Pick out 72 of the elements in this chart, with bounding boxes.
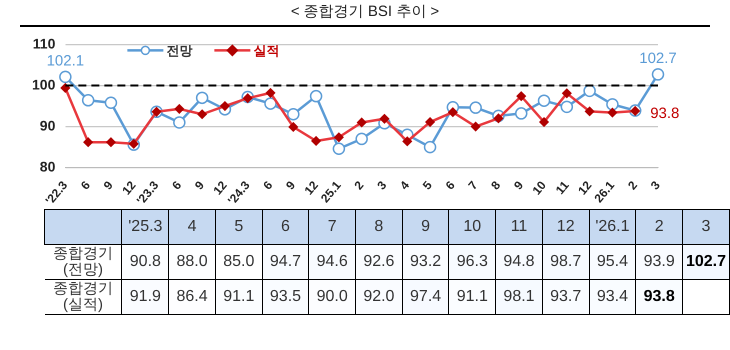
x-tick-label: 6 xyxy=(442,178,458,192)
data-label: 98.7 xyxy=(542,244,590,280)
x-tick-label: 9 xyxy=(283,178,298,192)
y-tick-label: 110 xyxy=(32,35,56,52)
y-tick-label: 100 xyxy=(32,76,56,92)
x-tick-label: 7 xyxy=(465,178,481,192)
y-tick-label: 90 xyxy=(40,117,56,134)
x-tick-label: 5 xyxy=(215,210,262,244)
x-tick-label: 6 xyxy=(78,178,94,192)
data-label: 86.4 xyxy=(168,280,216,314)
data-label: 94.7 xyxy=(262,244,309,280)
data-label: 92.0 xyxy=(356,280,402,314)
x-tick-label: 12 xyxy=(210,178,230,198)
data-label: 94.6 xyxy=(308,244,356,280)
x-tick-label: 9 xyxy=(192,178,208,192)
x-tick-label: 10 xyxy=(530,178,550,198)
data-label: 93.7 xyxy=(542,280,590,314)
x-tick-label: 6 xyxy=(169,178,184,192)
x-tick-label: 6 xyxy=(260,178,276,192)
data-label: 98.1 xyxy=(496,280,542,314)
data-label: 93.9 xyxy=(636,244,683,280)
x-tick-label: 3 xyxy=(374,178,390,192)
data-label: 93.2 xyxy=(402,244,449,280)
data-label: 91.1 xyxy=(215,280,262,314)
x-tick-label: 10 xyxy=(448,210,496,244)
data-label: 91.9 xyxy=(122,280,169,314)
data-label: 88.0 xyxy=(168,244,216,280)
data-label: 92.6 xyxy=(356,244,402,280)
x-tick-label: 6 xyxy=(262,210,309,244)
x-tick-label: 12 xyxy=(119,178,139,198)
legend-label: 실적 xyxy=(253,44,280,59)
data-label: 97.4 xyxy=(402,280,449,314)
x-tick-label: 3 xyxy=(682,210,730,244)
y-tick-label: 종합경기 (실적) xyxy=(44,280,122,314)
x-tick-label: '26.1 xyxy=(589,210,636,244)
data-label: 93.5 xyxy=(262,280,309,314)
x-tick-label: 12 xyxy=(542,210,590,244)
y-tick-label: 80 xyxy=(40,158,56,175)
x-tick-label: 12 xyxy=(302,178,322,198)
x-tick-label: 8 xyxy=(356,210,402,244)
x-tick-label: 12 xyxy=(575,178,595,198)
data-label: 90.8 xyxy=(122,244,169,280)
x-tick-label: 9 xyxy=(511,178,526,192)
data-label: 93.8 xyxy=(650,105,680,122)
x-tick-label: 8 xyxy=(488,178,504,192)
x-tick-label: 11 xyxy=(552,178,572,198)
x-tick-label: 5 xyxy=(420,178,436,192)
x-tick-label: 9 xyxy=(100,178,116,192)
data-label: 90.0 xyxy=(308,280,356,314)
x-tick-label: 9 xyxy=(402,210,449,244)
data-label: 95.4 xyxy=(589,244,636,280)
x-tick-label: 2 xyxy=(351,178,367,192)
x-tick-label: 4 xyxy=(168,210,216,244)
data-label: 102.7 xyxy=(682,244,730,280)
data-label: 93.4 xyxy=(589,280,636,314)
x-tick-label: 2 xyxy=(636,210,683,244)
data-label: 85.0 xyxy=(215,244,262,280)
x-tick-label: 11 xyxy=(496,210,542,244)
data-label: 102.7 xyxy=(639,50,677,68)
legend-label: 전망 xyxy=(166,44,192,59)
data-label: 96.3 xyxy=(448,244,496,280)
data-label: 94.8 xyxy=(496,244,542,280)
data-label: 93.8 xyxy=(636,280,683,314)
x-tick-label: 4 xyxy=(397,178,412,192)
y-tick-label: 종합경기 (전망) xyxy=(44,244,122,280)
x-tick-label: '25.3 xyxy=(122,210,169,244)
chart-title: < 종합경기 BSI 추이 > xyxy=(290,2,440,21)
data-label: 91.1 xyxy=(448,280,496,314)
data-label: 102.1 xyxy=(46,52,84,70)
x-tick-label: 3 xyxy=(648,178,664,192)
x-tick-label: 2 xyxy=(625,178,640,192)
x-tick-label: 7 xyxy=(308,210,356,244)
